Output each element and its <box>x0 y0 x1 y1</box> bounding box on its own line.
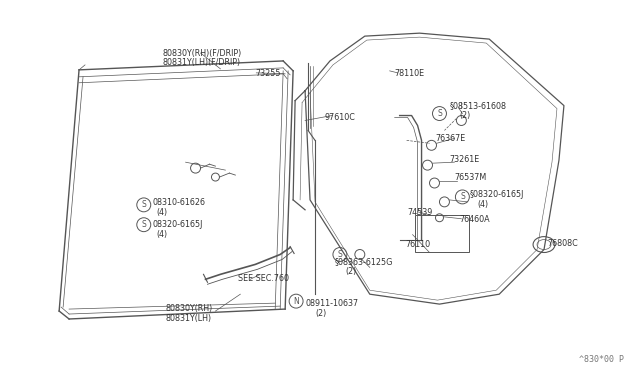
Text: 80830Y(RH)(F/DRIP): 80830Y(RH)(F/DRIP) <box>163 49 242 58</box>
Text: (4): (4) <box>477 200 488 209</box>
Text: 76367E: 76367E <box>435 134 466 143</box>
Text: 76537M: 76537M <box>454 173 486 182</box>
Text: 80831Y(LH)(F/DRIP): 80831Y(LH)(F/DRIP) <box>163 58 241 67</box>
Text: §08363-6125G: §08363-6125G <box>335 257 394 266</box>
Text: (2): (2) <box>345 267 356 276</box>
Text: 73255: 73255 <box>255 69 281 78</box>
Text: §08320-6165J: §08320-6165J <box>469 190 524 199</box>
Text: N: N <box>293 296 299 306</box>
Text: (4): (4) <box>157 208 168 217</box>
Text: 78110E: 78110E <box>395 69 425 78</box>
Text: 76460A: 76460A <box>460 215 490 224</box>
Text: 08320-6165J: 08320-6165J <box>153 220 203 229</box>
Text: S: S <box>141 220 146 229</box>
Text: 80830Y(RH): 80830Y(RH) <box>166 304 213 313</box>
Text: S: S <box>460 192 465 201</box>
Text: S: S <box>437 109 442 118</box>
Text: S: S <box>141 201 146 209</box>
Text: 74539: 74539 <box>408 208 433 217</box>
Text: 80831Y(LH): 80831Y(LH) <box>166 314 212 323</box>
Text: S: S <box>337 250 342 259</box>
Text: §08513-61608: §08513-61608 <box>449 101 506 110</box>
Text: (2): (2) <box>315 309 326 318</box>
Text: 76110: 76110 <box>406 240 431 248</box>
Text: SEE SEC.760: SEE SEC.760 <box>238 274 289 283</box>
Text: 97610C: 97610C <box>325 113 356 122</box>
Text: 73261E: 73261E <box>449 155 480 164</box>
Text: 08911-10637: 08911-10637 <box>305 299 358 308</box>
Text: (4): (4) <box>157 230 168 239</box>
Text: ^830*00 P: ^830*00 P <box>579 355 623 364</box>
Text: (2): (2) <box>460 110 470 119</box>
Text: 76808C: 76808C <box>547 238 578 248</box>
Text: 08310-61626: 08310-61626 <box>153 198 205 207</box>
